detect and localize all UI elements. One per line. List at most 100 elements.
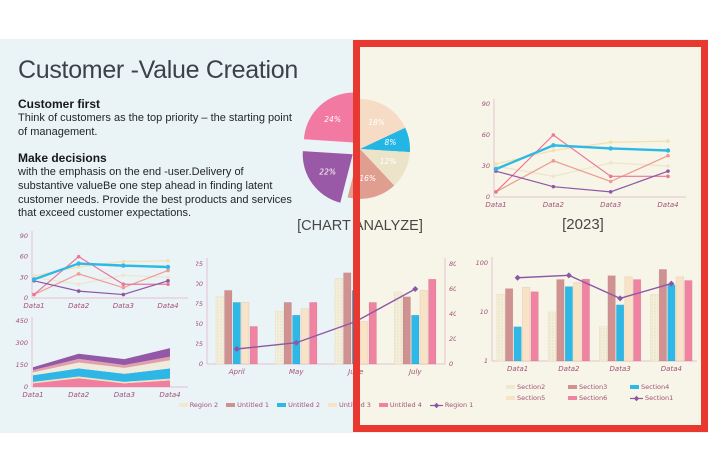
svg-text:0: 0 [486,193,490,201]
svg-text:Data2: Data2 [543,201,565,209]
svg-text:Data3: Data3 [600,201,621,209]
legend-swatch [568,396,577,400]
svg-text:22%: 22% [319,168,336,177]
svg-text:Data2: Data2 [68,391,90,399]
section-body: with the emphasis on the end -user.Deliv… [18,166,292,220]
stacked-area-chart: 0 150 300 450 Data1 Data2 Data3 Data4 [10,314,190,409]
svg-text:0: 0 [449,360,453,368]
legend-item: Section3 [568,383,630,391]
legend-item: Region 1 [429,401,474,409]
svg-text:60: 60 [482,131,490,139]
svg-text:Data2: Data2 [558,365,580,373]
line-chart-2023-caption: [2023] [562,216,604,233]
legend-label: Section4 [641,383,670,391]
section-customer-first: Customer first Think of customers as the… [18,97,292,139]
svg-text:100: 100 [476,259,488,267]
legend-label: Section6 [579,394,608,402]
svg-text:12%: 12% [380,157,397,166]
svg-text:60: 60 [449,285,456,293]
line-chart-2023: 0 30 60 90 Data1 Data2 Data3 Data4 [478,94,688,217]
section-heading: Customer first [18,97,101,111]
section-bar-chart: 1 10 100 Data1 Data2 Data3 Data4 [462,250,708,381]
section-make-decisions: Make decisions with the emphasis on the … [18,151,292,221]
legend-label: Section1 [645,394,674,402]
highlight-panel-background [353,40,708,432]
legend-item: Untitled 2 [277,401,320,409]
line-chart-left: 0 30 60 90 Data1 Data2 Data3 Data4 [10,228,190,325]
svg-text:Data2: Data2 [68,302,90,310]
svg-text:8%: 8% [384,138,396,147]
svg-text:40: 40 [449,310,456,318]
svg-text:Data1: Data1 [485,201,506,209]
legend-swatch [328,403,337,407]
svg-text:30: 30 [20,273,28,281]
svg-text:April: April [228,368,245,376]
legend-item: Section4 [630,383,692,391]
pie-chart: 18% 8% 12% 16% 22% 24% [288,86,433,223]
svg-text:100: 100 [196,280,203,288]
legend-label: Untitled 2 [288,401,320,409]
svg-text:Data1: Data1 [23,302,44,310]
svg-text:50: 50 [196,320,203,328]
svg-text:60: 60 [20,253,28,261]
section-bar-legend: Section2 Section3 Section4 Section5 Section6… [462,383,708,402]
svg-text:Data4: Data4 [157,302,178,310]
pie-chart-caption: [CHART ANALYZE] [297,218,423,234]
legend-label: Untitled 3 [339,401,371,409]
legend-swatch [378,403,388,407]
legend-item: Untitled 1 [226,401,269,409]
legend-item: Untitled 3 [328,401,371,409]
svg-text:18%: 18% [368,118,385,127]
svg-text:0: 0 [199,360,203,368]
legend-label: Region 1 [444,401,474,409]
svg-text:90: 90 [20,232,28,240]
legend-label: Section3 [579,383,608,391]
legend-label: Untitled 4 [389,401,422,409]
svg-text:125: 125 [196,260,203,268]
legend-item: Untitled 4 [378,401,422,409]
legend-swatch [178,403,188,407]
svg-text:June: June [346,368,363,376]
legend-item: Section1 [630,394,692,402]
svg-text:90: 90 [482,100,490,108]
section-heading: Make decisions [18,151,107,166]
month-bar-chart: 0 25 50 75 100 125 0 20 40 60 80 April May June July [191,252,457,385]
legend-swatch [506,396,515,400]
svg-text:Data3: Data3 [113,302,134,310]
svg-text:Data3: Data3 [114,391,135,399]
legend-swatch [506,385,515,389]
legend-swatch [568,385,577,389]
svg-text:450: 450 [16,317,28,325]
legend-label: Section2 [517,383,546,391]
legend-label: Section5 [517,394,546,402]
svg-text:30: 30 [482,162,490,170]
svg-text:May: May [289,368,304,376]
legend-swatch [277,403,287,407]
svg-text:80: 80 [449,260,456,268]
legend-item: Section6 [568,394,630,402]
svg-text:1: 1 [484,357,488,365]
svg-text:24%: 24% [324,115,341,124]
svg-text:0: 0 [24,383,28,391]
svg-text:150: 150 [16,361,28,369]
svg-text:Data1: Data1 [507,365,528,373]
legend-label: Region 2 [189,401,219,409]
svg-text:20: 20 [449,335,456,343]
slide-title: Customer -Value Creation [18,56,298,84]
legend-row: Region 2 Untitled 1 Untitled 2 Untitled 3 Un… [178,401,473,409]
svg-text:16%: 16% [359,174,376,183]
svg-text:Data4: Data4 [159,391,180,399]
legend-line-marker [429,402,443,408]
svg-text:Data4: Data4 [657,201,678,209]
svg-text:0: 0 [24,294,28,302]
svg-text:25: 25 [196,340,203,348]
svg-text:Data3: Data3 [610,365,631,373]
legend-line-marker [630,395,643,401]
svg-text:75: 75 [196,300,203,308]
month-bar-legend: Region 2 Untitled 1 Untitled 2 Untitled 3 Un… [178,401,473,409]
legend-row: Section5 Section6 Section1 [462,394,708,402]
section-body: Think of customers as the top priority –… [18,112,292,138]
legend-item: Section5 [506,394,568,402]
legend-item: Region 2 [178,401,219,409]
